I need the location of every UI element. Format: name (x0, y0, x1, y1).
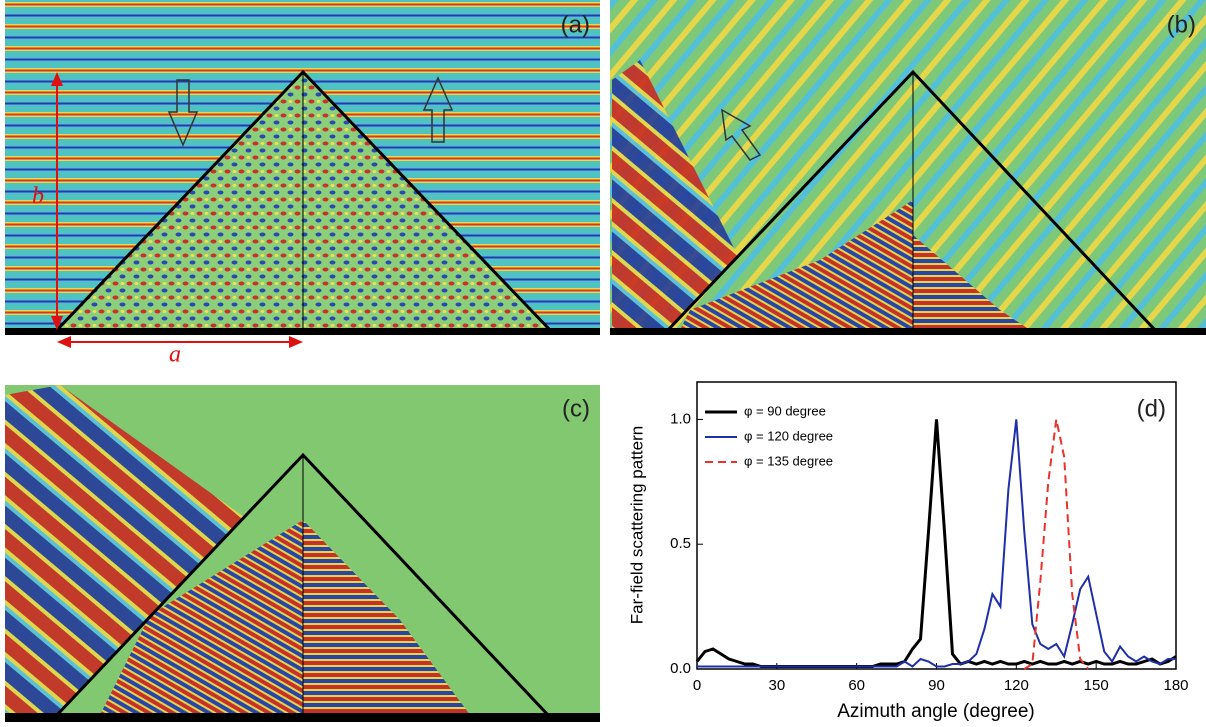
panel-label: (a) (561, 11, 590, 38)
arrow-up (422, 76, 454, 143)
x-tick-label: 60 (848, 677, 865, 694)
x-axis-title: Azimuth angle (degree) (837, 701, 1035, 722)
height-symbol: b (32, 184, 44, 210)
x-tick-label: 120 (1004, 677, 1029, 694)
panel-label: (b) (1167, 11, 1196, 38)
panel-a: b a (a) (5, 0, 600, 368)
x-tick-label: 90 (928, 677, 945, 694)
panel-b: (b) (610, 0, 1206, 335)
x-tick-label: 30 (768, 677, 785, 694)
arrow-head (51, 72, 63, 86)
legend-label: φ = 135 degree (744, 453, 833, 468)
y-tick-label: 0.5 (670, 535, 691, 552)
arrow-head (289, 336, 303, 348)
prism-field (680, 200, 913, 330)
arrow-up (721, 108, 762, 161)
y-tick-label: 1.0 (670, 410, 691, 427)
panel-label: (d) (1137, 395, 1166, 422)
arrow-head (51, 316, 63, 330)
legend-label: φ = 120 degree (744, 428, 833, 443)
legend-label: φ = 90 degree (744, 403, 826, 418)
x-tick-label: 180 (1163, 677, 1188, 694)
x-tick-label: 150 (1084, 677, 1109, 694)
beam (612, 60, 760, 330)
panel-label: (c) (562, 395, 590, 422)
arrow-down (167, 79, 199, 147)
prism-field (303, 520, 470, 715)
ground (610, 328, 1206, 335)
ground (5, 713, 600, 722)
chart: (d) Azimuth angle (degree) Far-field sca… (627, 381, 1189, 722)
width-symbol: a (169, 342, 181, 368)
x-tick-label: 0 (693, 677, 701, 694)
y-axis-title: Far-field scattering pattern (627, 426, 646, 624)
prism-field (913, 235, 1030, 330)
series-line (1023, 419, 1089, 670)
panel-c: (c) (5, 385, 600, 722)
ground (5, 328, 600, 335)
series-line (697, 419, 1176, 668)
y-tick-label: 0.0 (670, 660, 691, 677)
arrow-head (57, 336, 71, 348)
prism-field (100, 520, 303, 715)
